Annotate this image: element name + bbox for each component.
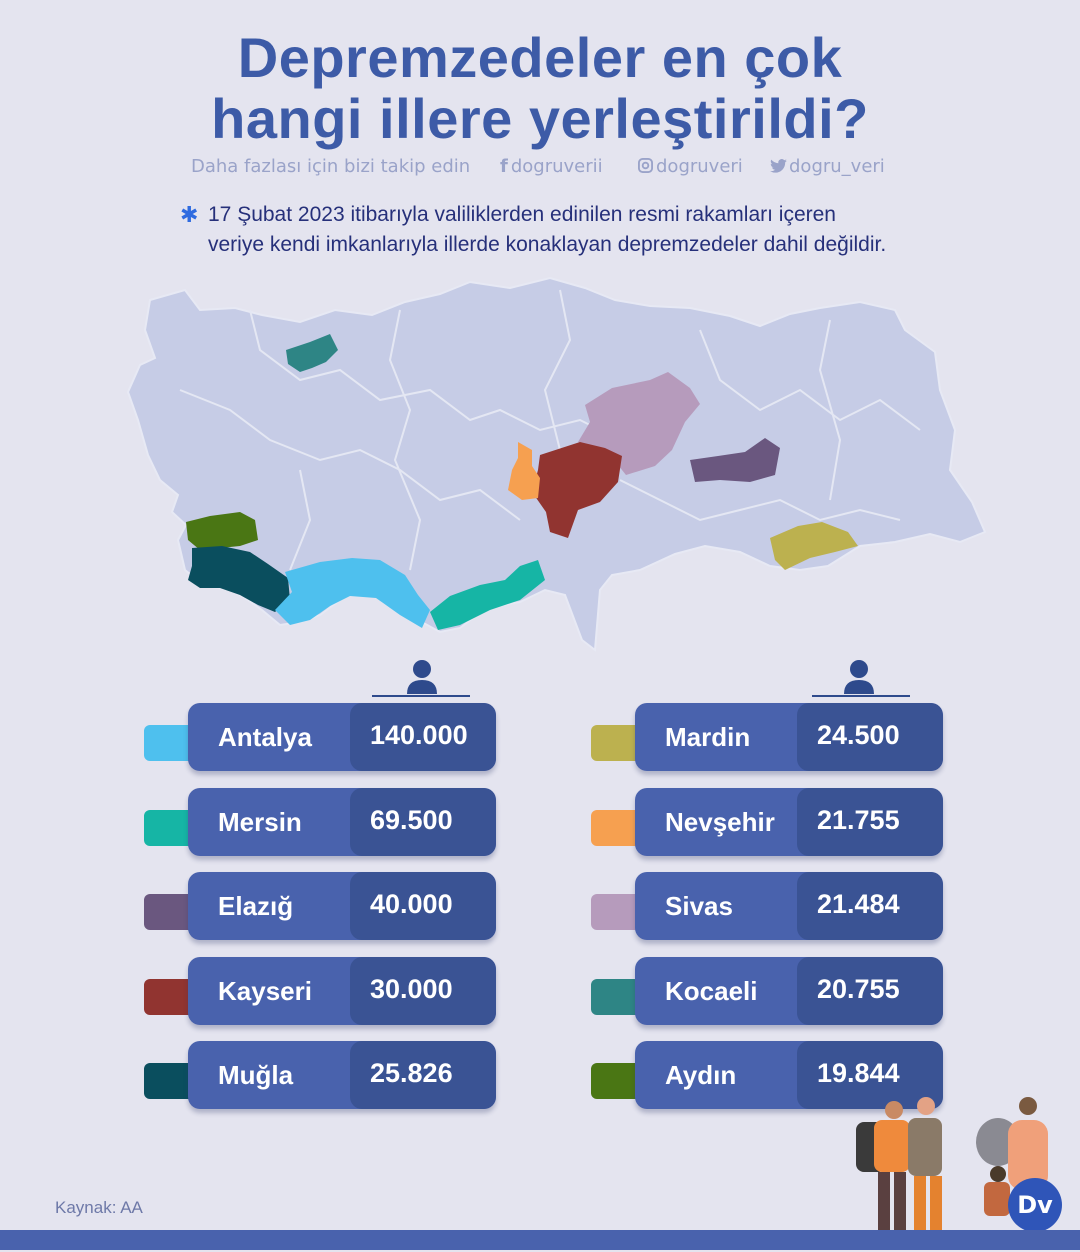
- twitter-link[interactable]: dogru_veri: [770, 156, 885, 177]
- region-mersin: [430, 560, 545, 630]
- region-kayseri: [532, 442, 622, 538]
- facebook-handle: dogruverii: [510, 156, 603, 177]
- footnote-line-1: 17 Şubat 2023 itibarıyla valiliklerden e…: [208, 203, 836, 226]
- province-row-nevşehir: Nevşehir 21.755: [591, 787, 943, 856]
- province-pill: Mersin 69.500: [188, 787, 496, 856]
- source-label: Kaynak: AA: [55, 1198, 143, 1217]
- asterisk-icon: ✱: [180, 202, 199, 227]
- region-antalya: [275, 558, 430, 628]
- population-icon-left: [372, 660, 470, 697]
- province-pill: Antalya 140.000: [188, 703, 496, 771]
- province-value: 69.500: [370, 804, 453, 835]
- province-row-mardin: Mardin 24.500: [591, 703, 943, 771]
- province-name: Muğla: [218, 1060, 294, 1090]
- facebook-icon: f: [500, 156, 508, 177]
- province-name: Aydın: [665, 1060, 737, 1090]
- value-box: [350, 872, 496, 940]
- region-elazig: [690, 438, 780, 482]
- bottom-bar: [0, 1230, 1080, 1250]
- province-name: Elazığ: [218, 891, 294, 921]
- province-row-muğla: Muğla 25.826: [144, 1041, 496, 1109]
- value-box: [350, 787, 496, 856]
- province-value: 25.826: [370, 1058, 453, 1088]
- province-pill: Elazığ 40.000: [188, 872, 496, 940]
- province-name: Sivas: [665, 891, 733, 921]
- page-title-line-2: hangi illere yerleştirildi?: [211, 87, 869, 150]
- value-box: [797, 787, 943, 856]
- province-row-antalya: Antalya 140.000: [144, 703, 496, 771]
- value-box: [350, 956, 496, 1025]
- page-title-line-1: Depremzedeler en çok: [237, 26, 843, 89]
- twitter-icon: [770, 159, 787, 173]
- province-row-mersin: Mersin 69.500: [144, 787, 496, 856]
- value-box: [350, 703, 496, 771]
- brand-logo-text: Dv: [1017, 1191, 1053, 1219]
- province-value: 40.000: [370, 889, 453, 919]
- province-name: Kayseri: [218, 975, 312, 1006]
- value-box: [797, 872, 943, 940]
- value-box: [797, 1041, 943, 1109]
- province-pill: Nevşehir 21.755: [635, 787, 943, 856]
- follow-text: Daha fazlası için bizi takip edin: [191, 156, 471, 177]
- footnote: ✱ 17 Şubat 2023 itibarıyla valiliklerden…: [180, 200, 1008, 260]
- province-value: 19.844: [817, 1058, 900, 1088]
- footnote-line-2: veriye kendi imkanlarıyla illerde konakl…: [208, 233, 887, 256]
- value-box: [797, 956, 943, 1025]
- province-row-elazığ: Elazığ 40.000: [144, 872, 496, 940]
- region-mugla: [188, 546, 290, 612]
- province-row-aydın: Aydın 19.844: [591, 1041, 943, 1109]
- instagram-icon: [638, 158, 653, 173]
- turkey-map: [126, 276, 987, 652]
- province-pill: Mardin 24.500: [635, 703, 943, 771]
- instagram-handle: dogruveri: [656, 156, 743, 177]
- province-value: 24.500: [817, 720, 900, 750]
- province-pill: Sivas 21.484: [635, 872, 943, 940]
- region-nevsehir: [508, 442, 540, 500]
- province-name: Nevşehir: [665, 806, 775, 837]
- province-name: Mersin: [218, 806, 302, 837]
- province-value: 20.755: [817, 973, 900, 1004]
- province-value: 30.000: [370, 973, 453, 1004]
- province-value: 140.000: [370, 720, 468, 750]
- province-pill: Aydın 19.844: [635, 1041, 943, 1109]
- province-value: 21.484: [817, 889, 900, 919]
- province-name: Antalya: [218, 722, 312, 752]
- province-row-sivas: Sivas 21.484: [591, 872, 943, 940]
- value-box: [350, 1041, 496, 1109]
- region-aydin: [186, 512, 258, 550]
- province-row-kocaeli: Kocaeli 20.755: [591, 956, 943, 1025]
- instagram-link[interactable]: dogruveri: [638, 156, 743, 177]
- value-box: [797, 703, 943, 771]
- province-value: 21.755: [817, 804, 900, 835]
- province-row-kayseri: Kayseri 30.000: [144, 956, 496, 1025]
- region-mardin: [770, 522, 858, 570]
- province-name: Mardin: [665, 722, 751, 752]
- province-pill: Muğla 25.826: [188, 1041, 496, 1109]
- region-sivas: [578, 372, 700, 475]
- population-icon-right: [812, 660, 910, 697]
- province-pill: Kocaeli 20.755: [635, 956, 943, 1025]
- region-kocaeli: [286, 334, 338, 372]
- brand-logo: Dv: [1008, 1178, 1062, 1232]
- province-pill: Kayseri 30.000: [188, 956, 496, 1025]
- facebook-link[interactable]: f dogruverii: [500, 156, 603, 177]
- province-name: Kocaeli: [665, 975, 758, 1006]
- twitter-handle: dogru_veri: [789, 156, 885, 177]
